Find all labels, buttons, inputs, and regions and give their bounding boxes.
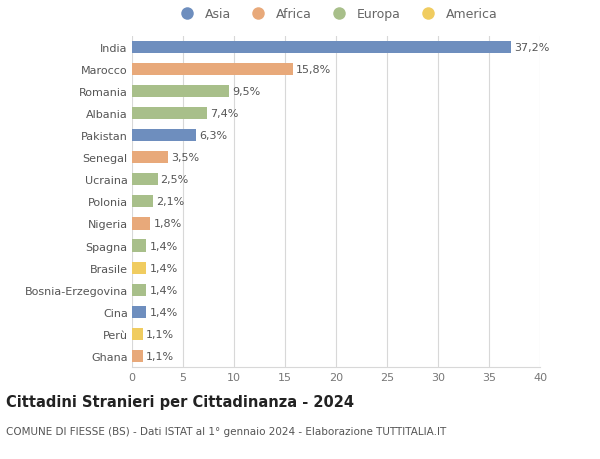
Text: 7,4%: 7,4% [211,109,239,119]
Text: 6,3%: 6,3% [199,131,227,141]
Bar [132,42,511,54]
Bar [132,64,293,76]
Text: 1,4%: 1,4% [149,307,178,317]
Bar [132,262,146,274]
Bar [132,350,143,362]
Bar [132,174,157,186]
Text: 37,2%: 37,2% [515,43,550,53]
Text: Cittadini Stranieri per Cittadinanza - 2024: Cittadini Stranieri per Cittadinanza - 2… [6,394,354,409]
Bar [132,152,168,164]
Bar [132,86,229,98]
Bar [132,108,208,120]
Bar [132,218,151,230]
Text: 1,1%: 1,1% [146,351,175,361]
Text: 1,8%: 1,8% [154,219,182,229]
Text: 1,1%: 1,1% [146,329,175,339]
Bar [132,240,146,252]
Text: 1,4%: 1,4% [149,241,178,251]
Bar [132,130,196,142]
Text: 2,5%: 2,5% [161,175,189,185]
Bar [132,196,154,208]
Bar [132,306,146,318]
Bar [132,328,143,340]
Text: COMUNE DI FIESSE (BS) - Dati ISTAT al 1° gennaio 2024 - Elaborazione TUTTITALIA.: COMUNE DI FIESSE (BS) - Dati ISTAT al 1°… [6,426,446,436]
Text: 1,4%: 1,4% [149,285,178,295]
Legend: Asia, Africa, Europa, America: Asia, Africa, Europa, America [172,6,500,24]
Text: 1,4%: 1,4% [149,263,178,273]
Text: 9,5%: 9,5% [232,87,260,97]
Text: 2,1%: 2,1% [157,197,185,207]
Bar [132,284,146,296]
Text: 15,8%: 15,8% [296,65,331,75]
Text: 3,5%: 3,5% [171,153,199,163]
